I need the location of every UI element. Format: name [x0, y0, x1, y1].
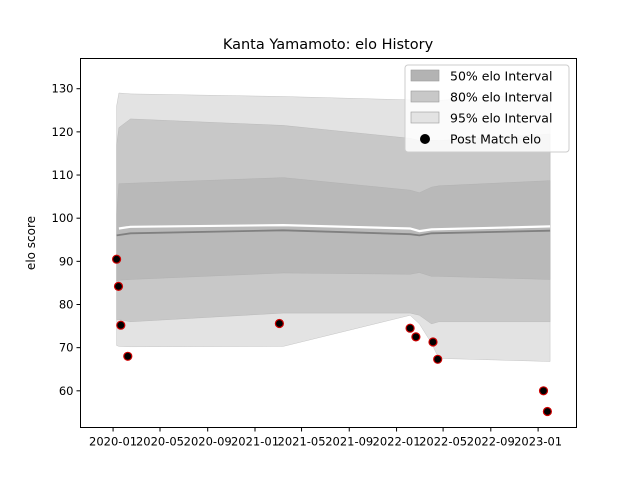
legend-swatch: [410, 111, 440, 124]
post-match-point: [411, 332, 421, 342]
y-tick-label: 100: [52, 211, 74, 225]
x-tick-label: 2023-01: [514, 435, 562, 449]
post-match-point: [538, 386, 549, 396]
band50-area: [116, 177, 551, 282]
y-tick-label: 90: [59, 254, 74, 268]
x-tick-label: 2020-05: [136, 435, 184, 449]
y-tick-label: 110: [52, 168, 74, 182]
legend-marker: [420, 134, 430, 144]
x-tick-label: 2021-01: [231, 435, 279, 449]
x-tick-label: 2022-01: [373, 435, 421, 449]
y-tick-label: 130: [52, 82, 74, 96]
legend-swatch: [410, 69, 440, 82]
y-axis-ticks: 60 70 80 90 100 110 120 130: [52, 82, 81, 398]
x-tick-label: 2021-09: [325, 435, 373, 449]
x-tick-label: 2020-09: [184, 435, 232, 449]
plot-frame: [80, 58, 577, 428]
y-tick-label: 60: [59, 384, 74, 398]
post-match-point: [113, 281, 124, 291]
legend-label: 50% elo Interval: [450, 69, 552, 84]
mean-lines: [116, 223, 551, 237]
post-match-point: [405, 323, 415, 333]
legend-frame: [404, 64, 570, 153]
x-tick-label: 2022-09: [467, 435, 515, 449]
y-tick-label: 120: [52, 125, 74, 139]
x-tick-label: 2022-05: [419, 435, 467, 449]
post-match-point: [274, 318, 284, 329]
post-match-point: [123, 351, 133, 361]
legend-label: 95% elo Interval: [450, 111, 552, 126]
x-tick-label: 2021-05: [278, 435, 326, 449]
x-tick-label: 2020-01: [89, 435, 137, 449]
y-tick-label: 80: [59, 298, 74, 312]
post-match-point: [428, 337, 438, 347]
post-match-point: [433, 354, 443, 364]
post-match-point: [542, 406, 553, 417]
mean-elo-line: [116, 229, 551, 237]
legend: 50% elo Interval 80% elo Interval 95% elo …: [404, 64, 570, 153]
y-tick-label: 70: [59, 341, 74, 355]
post-match-point: [111, 254, 122, 264]
chart-title: Kanta Yamamoto: elo History: [223, 37, 434, 53]
legend-label: Post Match elo: [450, 132, 541, 147]
post-match-points: [111, 254, 553, 417]
y-axis-label: elo score: [24, 216, 38, 270]
legend-swatch: [410, 90, 440, 103]
legend-label: 80% elo Interval: [450, 90, 552, 105]
mean-highlight-line: [118, 223, 551, 233]
post-match-point: [116, 320, 126, 330]
